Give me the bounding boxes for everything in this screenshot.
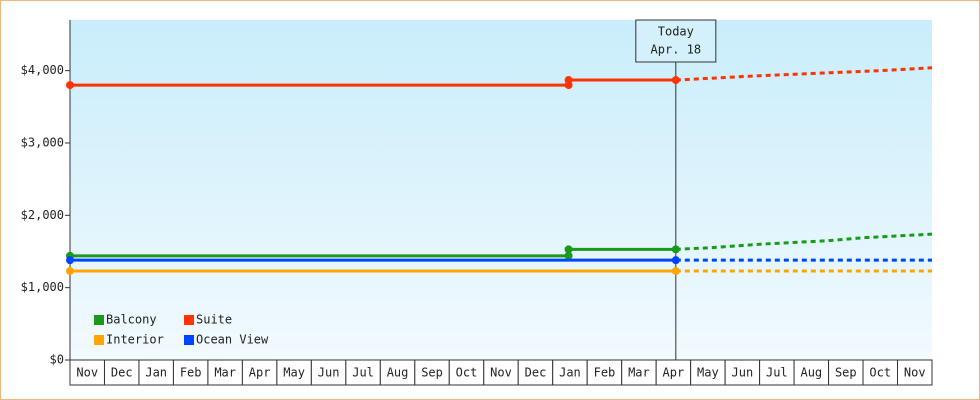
point [66,256,74,265]
x-tick-label: Jul [766,366,788,380]
today-label: Today [658,25,694,39]
point [671,267,680,276]
point [671,256,680,265]
x-tick-label: Nov [490,366,512,380]
point [671,245,680,254]
x-tick-label: Jul [352,366,374,380]
x-tick-label: Sep [421,366,443,380]
x-tick-label: Nov [904,366,926,380]
point [564,245,573,254]
point [66,81,74,90]
x-tick-label: Jan [145,366,167,380]
x-tick-label: Apr [663,366,685,380]
x-tick-label: Jun [732,366,754,380]
month-cell [621,359,657,386]
month-cell [655,359,692,386]
x-tick-label: Mar [628,366,650,380]
legend-label: Suite [196,313,232,327]
x-tick-label: Oct [869,366,891,380]
point [671,76,680,85]
y-tick-label: $4,000 [21,63,64,77]
point [564,251,573,260]
plot-area [70,20,932,360]
month-cell [759,359,795,386]
y-tick-label: $0 [50,353,64,367]
x-tick-label: Feb [594,366,616,380]
y-tick-label: $3,000 [21,135,64,149]
legend-label: Ocean View [196,333,269,347]
x-tick-label: Dec [525,366,547,380]
month-cell [897,359,933,386]
today-box [635,19,717,63]
x-tick-label: Jan [559,366,581,380]
x-tick-label: Dec [111,366,133,380]
x-tick-label: Aug [387,366,409,380]
legend-label: Interior [106,333,164,347]
x-tick-label: Aug [800,366,822,380]
month-cell [793,359,830,386]
x-tick-label: Nov [76,366,98,380]
x-tick-label: May [697,366,719,380]
legend-swatch [184,335,194,345]
legend-label: Balcony [106,313,157,327]
x-tick-label: Apr [249,366,271,380]
month-cell [862,359,899,386]
today-label: Apr. 18 [651,43,702,57]
x-tick-label: Mar [214,366,236,380]
month-cell [690,359,726,386]
y-tick-label: $1,000 [21,280,64,294]
x-tick-label: Oct [456,366,478,380]
point [564,76,573,85]
y-tick-label: $2,000 [21,208,64,222]
x-tick-label: Jun [318,366,340,380]
month-cell [552,359,588,386]
month-cell [448,359,485,386]
x-tick-label: Feb [180,366,202,380]
month-cell [310,359,347,386]
point [66,267,74,276]
legend-swatch [184,315,194,325]
forecast-line [675,66,933,82]
forecast-line [675,232,933,251]
legend-swatch [94,335,104,345]
legend-swatch [94,315,104,325]
month-cell [517,359,554,386]
x-tick-label: May [283,366,305,380]
x-tick-label: Sep [835,366,857,380]
